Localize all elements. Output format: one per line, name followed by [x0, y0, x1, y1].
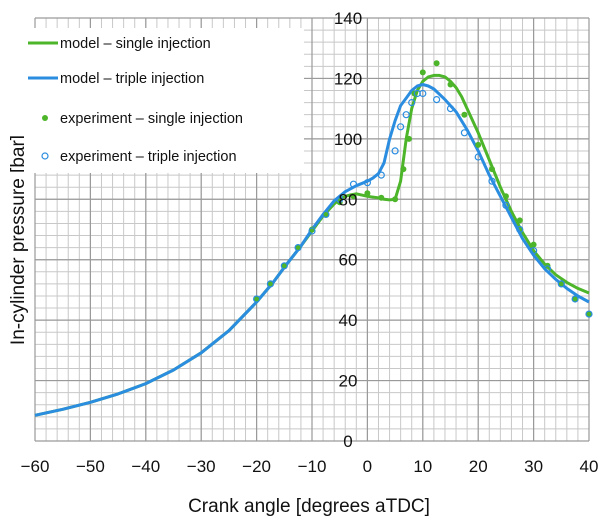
data-point-experiment-triple	[266, 280, 274, 288]
data-point-experiment-single	[447, 81, 454, 88]
legend-label-experiment-single: experiment – single injection	[60, 111, 243, 127]
data-point-experiment-single	[433, 60, 440, 67]
x-tick-label: −30	[187, 457, 216, 476]
data-point-experiment-triple	[502, 201, 510, 209]
data-point-experiment-triple	[419, 89, 427, 98]
y-axis-title: In-cylinder pressure [bar]	[8, 135, 29, 345]
x-tick-label: 20	[469, 457, 488, 476]
legend: model – single injection model – triple …	[24, 28, 304, 173]
data-point-experiment-triple	[446, 104, 455, 113]
legend-label-model-single: model – single injection	[60, 36, 211, 52]
data-point-experiment-single	[364, 190, 371, 197]
data-point-experiment-single	[558, 280, 565, 287]
data-point-experiment-triple	[280, 262, 288, 270]
data-point-experiment-triple	[391, 147, 399, 155]
y-tick-label: 120	[334, 69, 362, 88]
data-point-experiment-triple	[253, 295, 261, 303]
data-point-experiment-triple	[460, 129, 468, 137]
data-point-experiment-single	[253, 296, 260, 302]
data-point-experiment-triple	[585, 310, 593, 318]
legend-box	[24, 28, 304, 173]
data-point-experiment-single	[400, 166, 407, 173]
legend-marker-experiment-single	[42, 115, 48, 121]
data-point-experiment-single	[322, 211, 329, 218]
y-tick-label: 140	[334, 9, 362, 28]
y-tick-label: 20	[339, 372, 358, 391]
series-line-model-triple	[34, 83, 590, 417]
x-tick-label: 30	[524, 457, 543, 476]
x-tick-label: 0	[363, 457, 372, 476]
x-tick-label: −50	[76, 457, 105, 476]
series-points	[253, 60, 593, 318]
data-point-experiment-triple	[363, 179, 371, 187]
data-point-experiment-triple	[349, 180, 358, 188]
y-tick-label: 0	[343, 432, 352, 451]
data-point-experiment-triple	[308, 227, 316, 235]
data-point-experiment-triple	[397, 123, 405, 131]
data-point-experiment-triple	[336, 195, 344, 203]
data-point-experiment-single	[350, 193, 357, 200]
data-point-experiment-triple	[516, 225, 524, 234]
data-point-experiment-single	[530, 241, 537, 248]
data-point-experiment-single	[419, 69, 426, 76]
data-point-experiment-triple	[402, 111, 410, 119]
data-point-experiment-single	[378, 194, 385, 201]
data-point-experiment-triple	[529, 247, 538, 255]
data-point-experiment-single	[461, 111, 468, 118]
x-tick-label: −20	[242, 457, 271, 476]
data-point-experiment-triple	[543, 265, 552, 273]
data-point-experiment-triple	[322, 210, 330, 218]
y-tick-label: 40	[339, 311, 358, 330]
data-point-experiment-single	[516, 217, 523, 224]
series-lines	[34, 73, 590, 417]
x-tick-label: 10	[413, 457, 432, 476]
y-tick-label: 60	[339, 251, 358, 270]
data-point-experiment-single	[392, 196, 399, 203]
data-point-experiment-single	[406, 135, 412, 142]
data-point-experiment-single	[295, 244, 302, 251]
data-point-experiment-triple	[433, 95, 441, 104]
data-point-experiment-single	[267, 280, 274, 287]
x-tick-label: −60	[21, 457, 50, 476]
data-point-experiment-triple	[571, 295, 579, 303]
x-axis-title: Crank angle [degrees aTDC]	[188, 496, 430, 517]
data-point-experiment-triple	[557, 280, 565, 288]
data-point-experiment-single	[489, 166, 495, 173]
x-tick-label: −10	[298, 457, 327, 476]
x-tick-label: −40	[131, 457, 160, 476]
data-point-experiment-single	[572, 296, 579, 302]
y-tick-labels: 0 20 40 60 80 100 120 140	[334, 9, 362, 451]
legend-label-model-triple: model – triple injection	[60, 71, 204, 87]
data-point-experiment-triple	[474, 153, 482, 161]
y-tick-label: 100	[334, 130, 362, 149]
x-tick-labels: −60 −50 −40 −30 −20 −10 0 10 20 30 40	[21, 457, 599, 476]
y-tick-label: 80	[339, 190, 358, 209]
data-point-experiment-single	[475, 141, 482, 148]
legend-marker-experiment-triple	[41, 152, 49, 160]
data-point-experiment-triple	[408, 98, 416, 107]
legend-label-experiment-triple: experiment – triple injection	[60, 149, 237, 165]
data-point-experiment-triple	[488, 177, 496, 185]
data-point-experiment-single	[586, 311, 592, 318]
data-point-experiment-triple	[377, 171, 385, 179]
data-point-experiment-single	[502, 193, 509, 200]
data-point-experiment-single	[281, 262, 288, 269]
data-point-experiment-triple	[294, 244, 302, 252]
x-tick-label: 40	[580, 457, 599, 476]
